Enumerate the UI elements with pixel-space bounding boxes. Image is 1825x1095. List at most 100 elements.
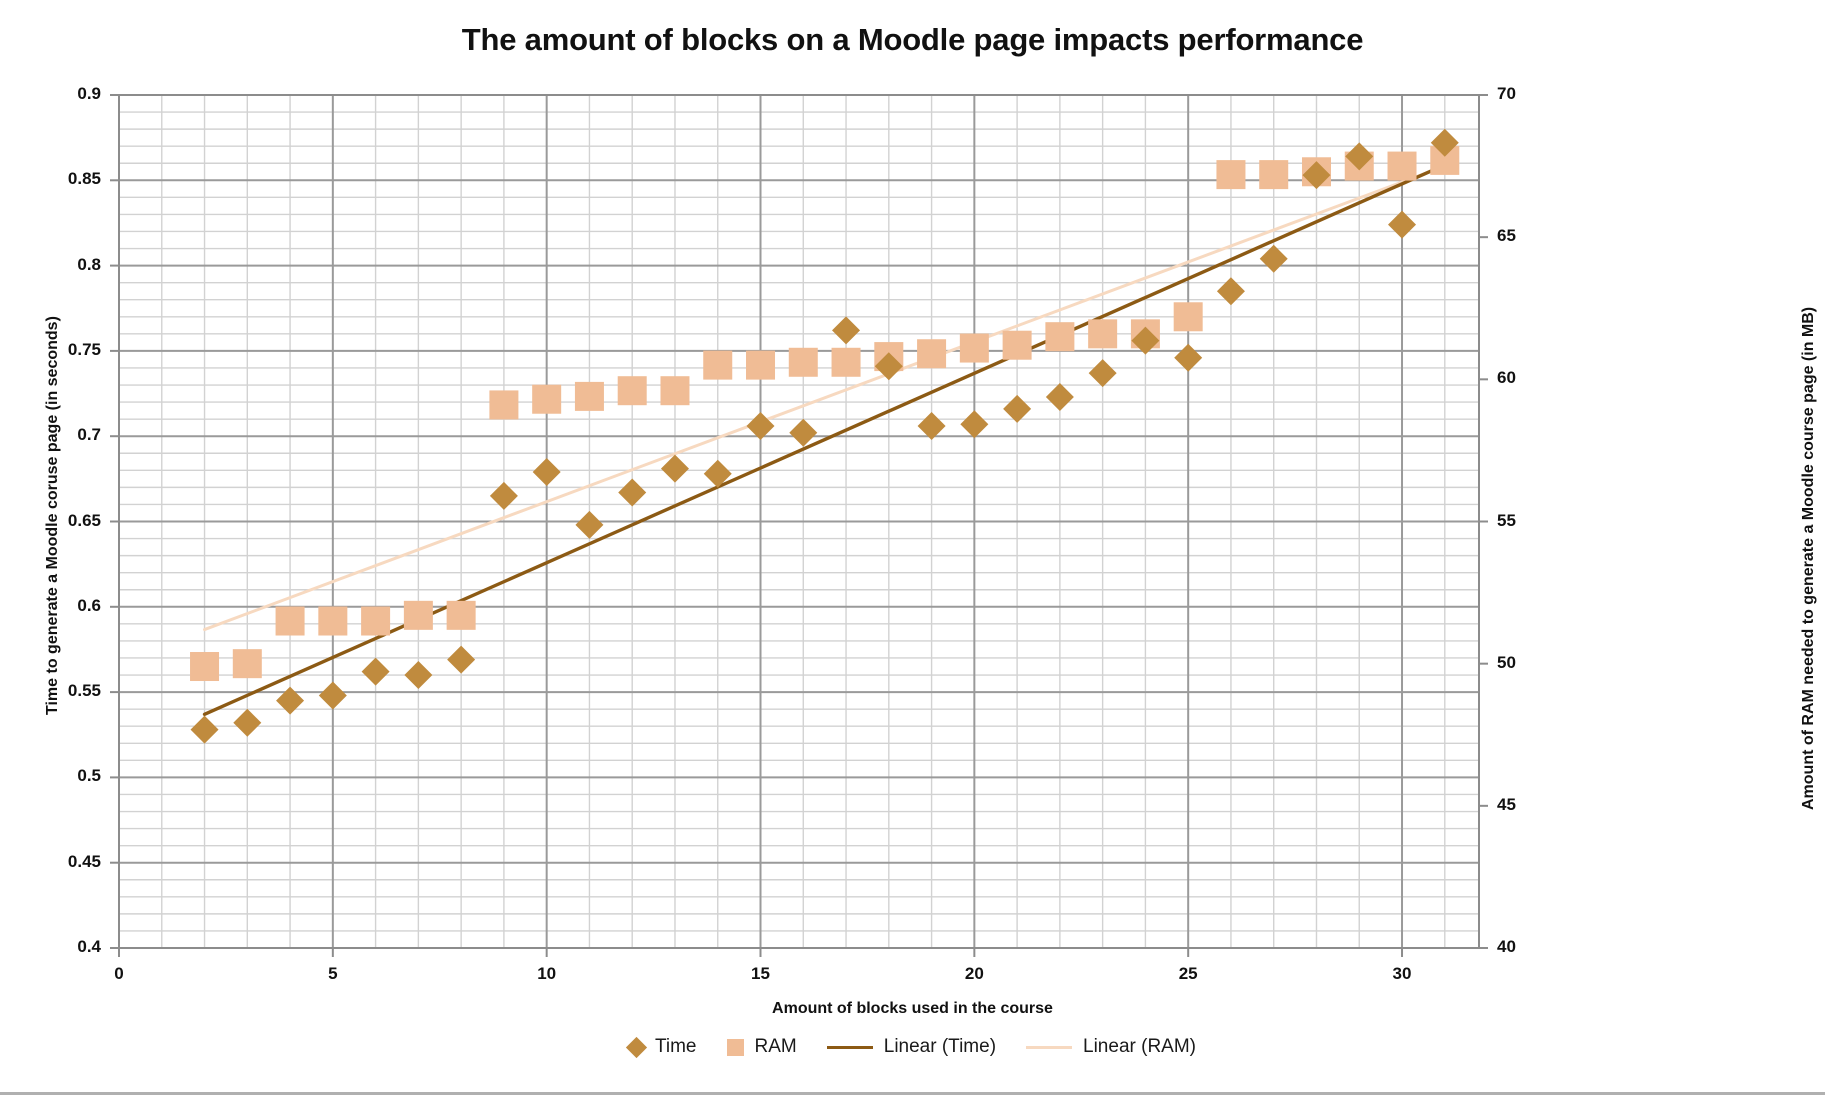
ram-point [1387, 151, 1417, 181]
ram-point [403, 600, 433, 630]
time-point [575, 510, 604, 539]
ram-point [1088, 319, 1118, 349]
x-tick-label: 15 [751, 964, 770, 983]
y-left-tick-label: 0.8 [77, 254, 101, 274]
ram-point [532, 384, 562, 414]
time-point [233, 708, 262, 737]
ram-point [831, 347, 861, 377]
time-point [917, 411, 946, 440]
time-point [874, 352, 903, 381]
time-point [832, 316, 861, 345]
ram-point [1002, 330, 1032, 360]
y-right-tick-label: 60 [1497, 368, 1516, 388]
time-point [1003, 394, 1032, 423]
trendline-icon [1026, 1045, 1073, 1049]
legend-item-linear-time[interactable]: Linear (Time) [826, 1036, 997, 1058]
ram-point [703, 350, 733, 380]
legend-item-linear-ram[interactable]: Linear (RAM) [1026, 1036, 1196, 1058]
diamond-marker-icon [625, 1036, 648, 1058]
ram-point [446, 600, 476, 630]
ram-point [275, 606, 305, 636]
ram-point [788, 347, 818, 377]
time-point [960, 410, 989, 439]
x-tick-label: 30 [1392, 964, 1412, 983]
y-left-tick-label: 0.4 [77, 937, 101, 956]
time-point [1088, 359, 1117, 388]
time-point [746, 411, 775, 440]
legend-label: Linear (RAM) [1083, 1036, 1196, 1057]
y-left-tick-label: 0.9 [77, 84, 101, 103]
ram-point [361, 606, 391, 636]
y-right-tick-label: 50 [1497, 652, 1516, 672]
time-data-points [190, 128, 1459, 744]
time-point [660, 454, 689, 483]
time-point [1345, 142, 1374, 171]
major-horizontal-gridlines [119, 94, 1479, 949]
legend-item-ram[interactable]: RAM [726, 1036, 797, 1058]
trendline-icon [826, 1045, 873, 1049]
x-tick-label: 5 [328, 964, 338, 983]
ram-point [746, 350, 776, 380]
y-left-tick-label: 0.55 [67, 681, 101, 701]
square-marker-icon [726, 1038, 744, 1056]
y-right-tick-label: 70 [1497, 84, 1516, 103]
y-right-tick-label: 40 [1497, 937, 1516, 956]
time-point [1216, 277, 1245, 306]
time-point [703, 459, 732, 488]
y-right-tick-label: 45 [1497, 794, 1516, 814]
time-point [1302, 161, 1331, 190]
ram-point [917, 339, 947, 369]
ram-point [1045, 322, 1075, 352]
time-point [1045, 382, 1074, 411]
ram-point [1216, 160, 1246, 190]
y-left-tick-label: 0.5 [77, 766, 101, 786]
y-left-tick-label: 0.7 [77, 425, 101, 445]
time-point [532, 458, 561, 487]
time-point [404, 661, 433, 690]
time-point [1259, 244, 1288, 273]
time-point [489, 481, 518, 510]
ram-point [660, 376, 690, 406]
time-point [1388, 210, 1417, 239]
legend-label: Linear (Time) [883, 1036, 997, 1057]
ram-point [959, 333, 989, 363]
legend-label: Time [654, 1036, 697, 1057]
ram-point [574, 381, 604, 411]
ram-data-points [190, 145, 1460, 682]
y-left-tick-label: 0.6 [77, 595, 101, 615]
time-point [276, 686, 305, 715]
tick-marks [110, 94, 1488, 957]
time-point [361, 657, 390, 686]
chart-legend: Time RAM Linear (Time) Linear (RAM) [0, 1036, 1825, 1058]
time-point [1131, 326, 1160, 355]
x-axis-title: Amount of blocks used in the course [772, 1000, 1053, 1017]
chart-title: The amount of blocks on a Moodle page im… [461, 22, 1364, 57]
y-left-tick-label: 0.75 [67, 339, 101, 359]
ram-trendline [203, 164, 1447, 632]
y-right-tick-label: 65 [1497, 226, 1516, 246]
time-point [318, 681, 347, 710]
ram-point [1259, 160, 1289, 190]
legend-label: RAM [754, 1036, 797, 1057]
time-point [1174, 343, 1203, 372]
x-tick-label: 20 [964, 964, 984, 983]
ram-point [318, 606, 348, 636]
ram-point [489, 390, 519, 420]
ram-point [190, 652, 220, 682]
time-point [447, 645, 476, 674]
x-tick-label: 25 [1178, 964, 1198, 983]
time-trendline [202, 163, 1447, 716]
x-tick-label: 10 [537, 964, 557, 983]
time-point [1430, 128, 1459, 157]
ram-point [617, 376, 647, 406]
x-tick-label: 0 [114, 964, 124, 983]
y-left-tick-label: 0.45 [67, 851, 101, 871]
time-point [618, 478, 647, 507]
y-left-tick-label: 0.65 [67, 510, 101, 530]
ram-point [232, 649, 262, 679]
ram-point [1173, 302, 1203, 332]
y-left-tick-label: 0.85 [67, 169, 101, 189]
legend-item-time[interactable]: Time [625, 1036, 697, 1058]
